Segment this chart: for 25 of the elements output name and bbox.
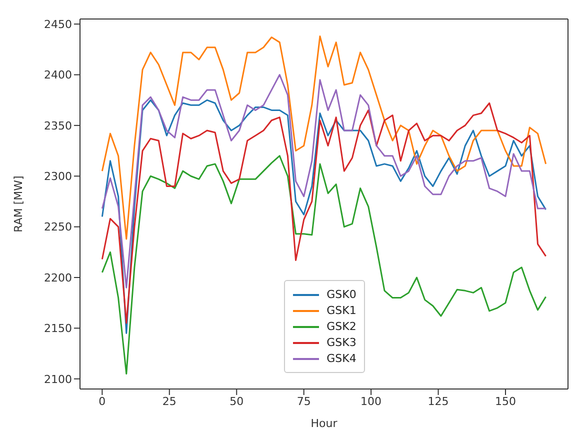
y-tick-label: 2250 (44, 220, 72, 234)
y-axis-title: RAM [MW] (12, 176, 25, 232)
legend-label: GSK4 (326, 352, 356, 365)
x-tick-label: 125 (428, 394, 449, 408)
line-series (101, 74, 547, 288)
y-tick-label: 2100 (44, 372, 72, 386)
y-tick-label: 2300 (44, 170, 72, 184)
y-tick-label: 2200 (44, 271, 72, 284)
line-series (101, 35, 547, 240)
legend-label: GSK2 (326, 320, 356, 333)
legend-label: GSK1 (326, 304, 356, 317)
y-tick-label: 2450 (44, 18, 72, 31)
line-series (101, 155, 547, 375)
y-tick-label: 2400 (44, 68, 72, 82)
y-tick-label: 2150 (44, 322, 72, 336)
x-tick-label: 150 (494, 394, 516, 408)
legend-label: GSK3 (326, 336, 356, 349)
x-tick-label: 25 (162, 394, 176, 408)
x-tick-label: 50 (230, 394, 244, 408)
legend-label: GSK0 (326, 288, 356, 301)
x-tick-label: 75 (296, 394, 311, 408)
y-tick-label: 2350 (44, 119, 72, 132)
x-axis-title: Hour (310, 417, 338, 430)
x-tick-label: 100 (360, 394, 382, 408)
x-tick-label: 0 (98, 394, 106, 408)
